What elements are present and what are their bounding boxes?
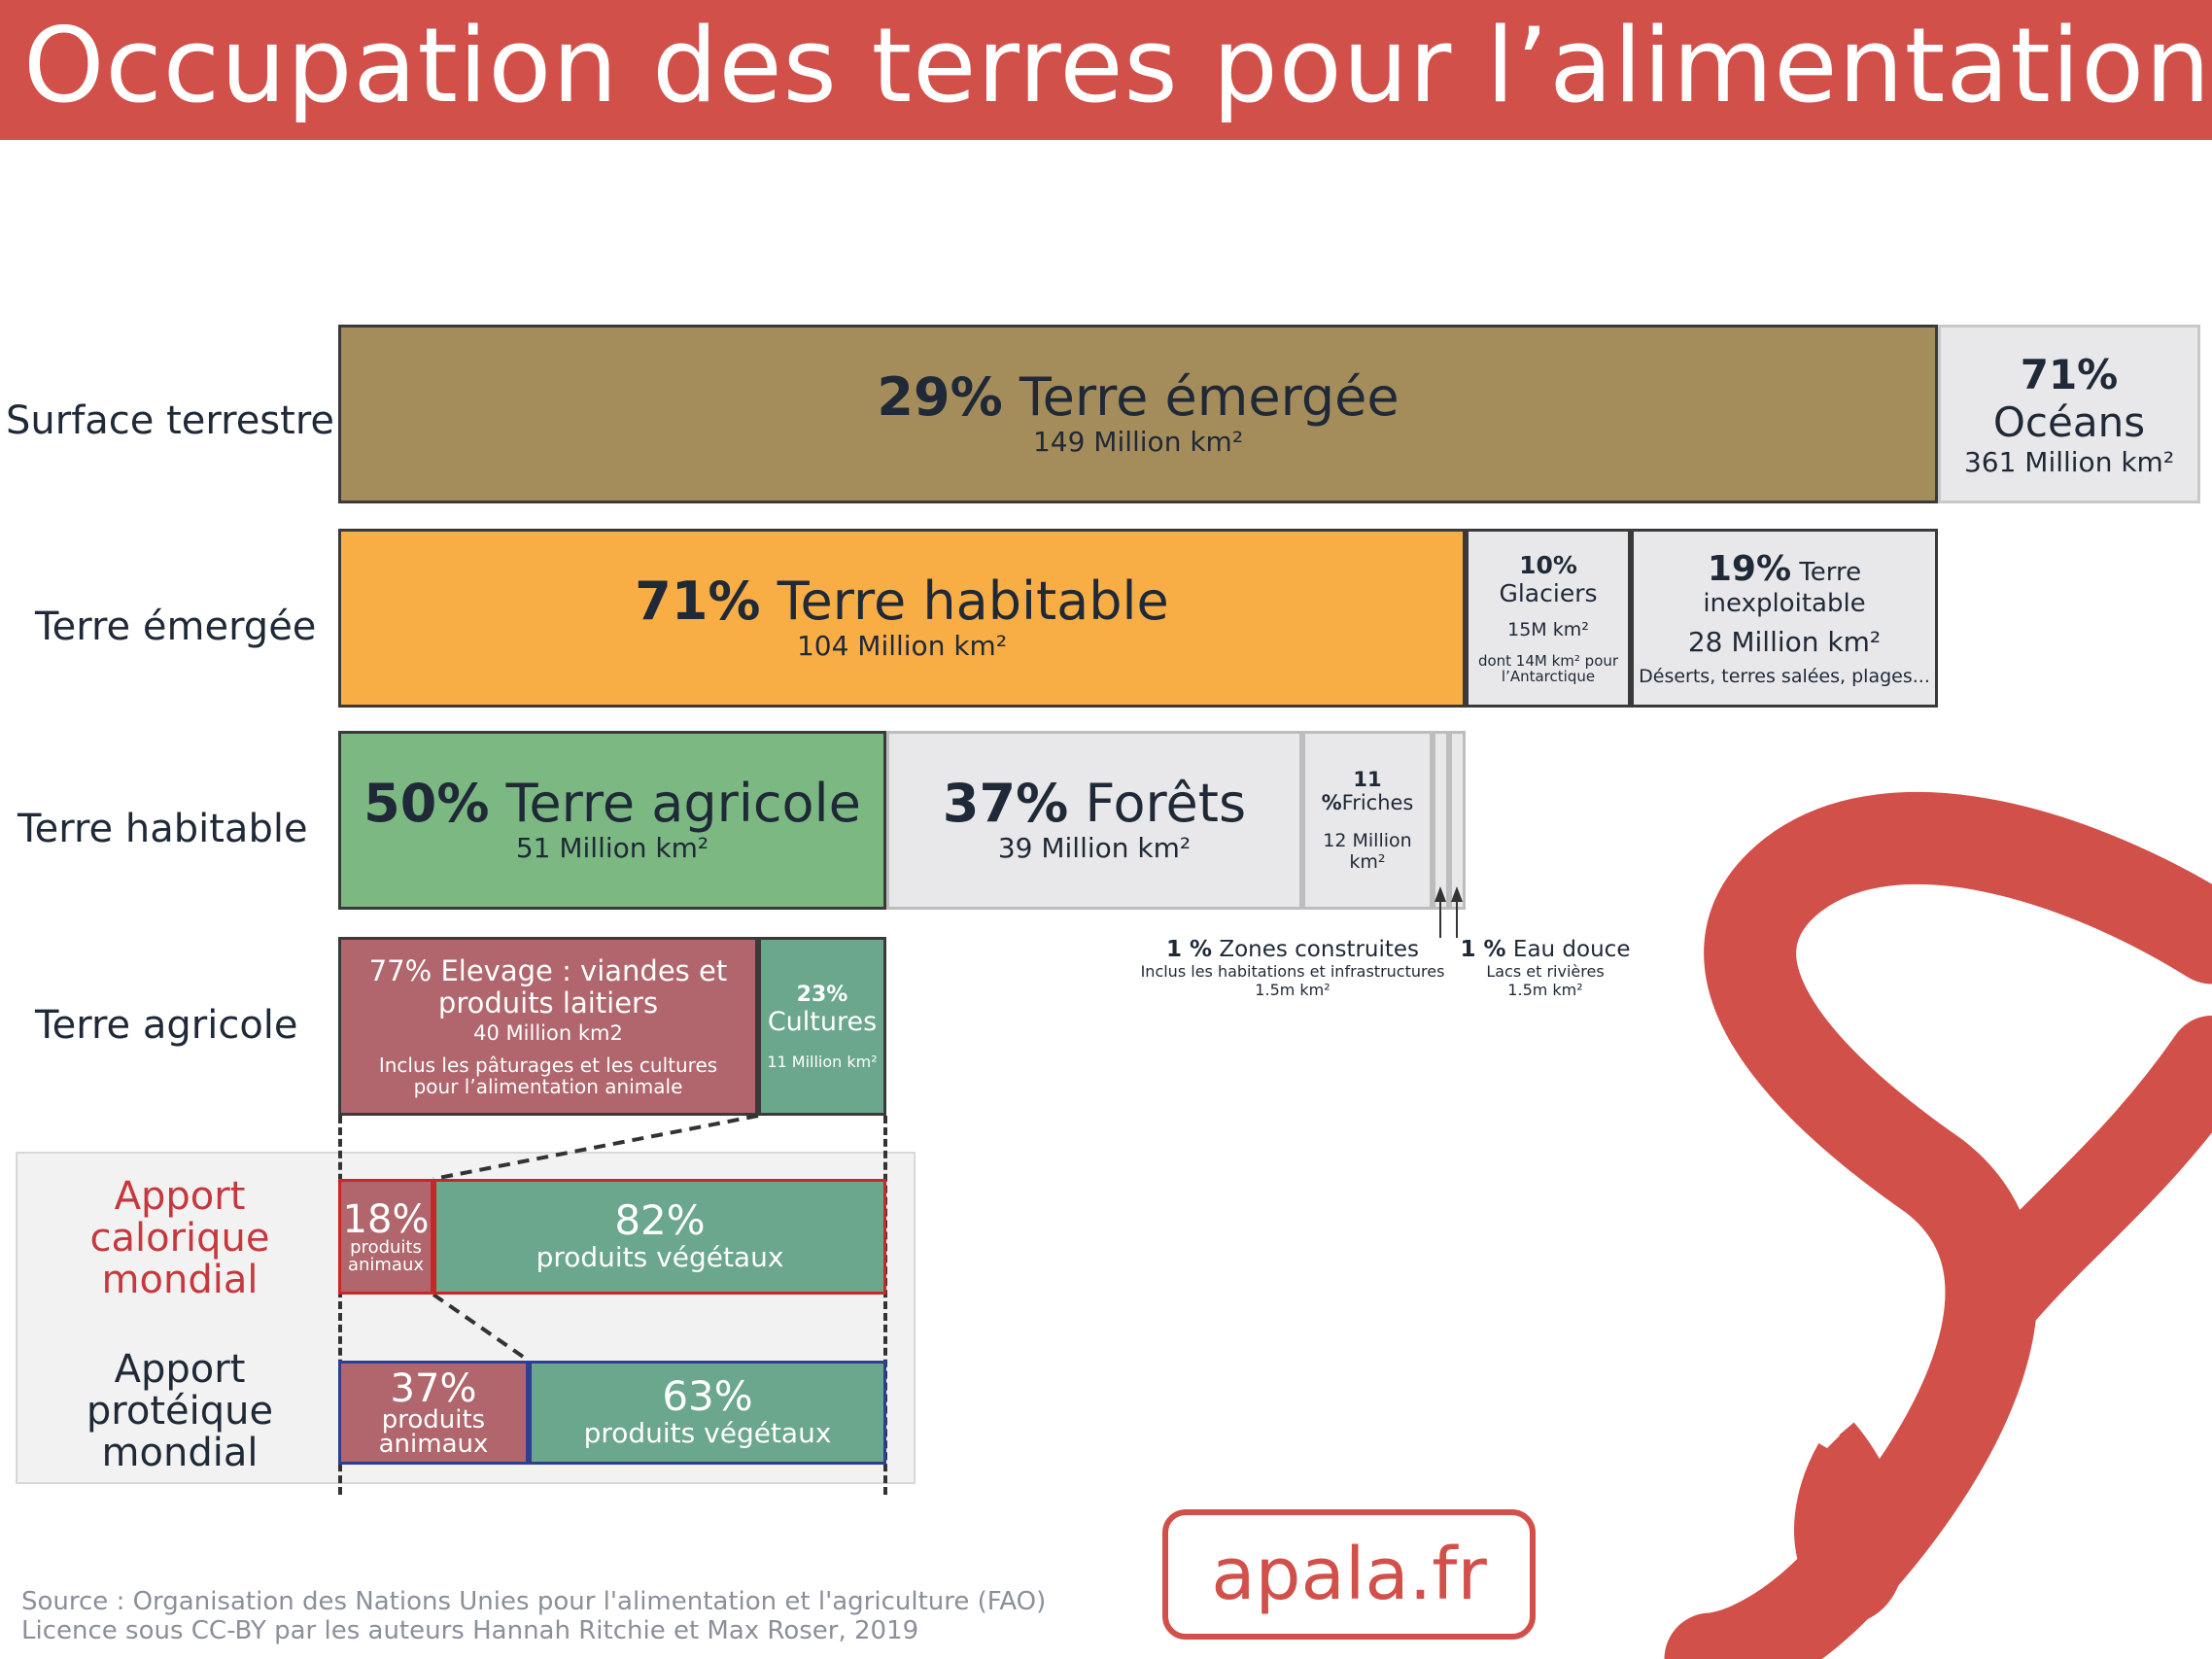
name-calorique-animaux: produits animaux xyxy=(347,1237,425,1275)
pct-eau-douce: 1 % xyxy=(1460,937,1506,962)
name-cultures: Cultures xyxy=(767,1006,878,1037)
name-terre-agricole: Terre agricole xyxy=(505,773,861,835)
bar-cultures: 23% Cultures 11 Million km² xyxy=(758,937,886,1116)
area-terre-habitable: 104 Million km² xyxy=(796,629,1008,662)
pct-oceans: 71% xyxy=(2020,350,2119,398)
area-friches: 12 Million km² xyxy=(1323,830,1412,873)
pct-friches: 11 % xyxy=(1321,768,1382,814)
pct-terre-habitable: 71% xyxy=(635,570,761,633)
arrowhead-eau-douce xyxy=(1451,886,1463,902)
bar-terre-habitable: 71% Terre habitable 104 Million km² xyxy=(338,529,1466,708)
bar-forets: 37% Forêts 39 Million km² xyxy=(886,731,1302,910)
pct-terre-emergee: 29% xyxy=(877,366,1003,429)
note-zones-construites: Inclus les habitations et infrastructure… xyxy=(1140,962,1445,981)
name-calorique-vegetaux: produits végétaux xyxy=(536,1241,784,1273)
name-terre-inexploitable: Terre inexploitable xyxy=(1703,558,1866,618)
row-label-emergee: Terre émergée xyxy=(35,605,317,649)
name-proteique-animaux: produits animaux xyxy=(378,1404,489,1459)
arrowhead-zones-construites xyxy=(1434,886,1446,902)
pct-forets: 37% xyxy=(942,773,1069,835)
name-forets: Forêts xyxy=(1085,773,1247,835)
area-oceans: 361 Million km² xyxy=(1963,445,2175,478)
bar-calorique-animaux: 18% produits animaux xyxy=(338,1179,433,1295)
name-proteique-vegetaux: produits végétaux xyxy=(583,1417,832,1449)
pct-proteique-vegetaux: 63% xyxy=(662,1372,753,1420)
name-friches: Friches xyxy=(1341,791,1414,814)
pct-zones-construites: 1 % xyxy=(1165,937,1212,962)
licence-text: Licence sous CC-BY par les auteurs Hanna… xyxy=(21,1615,919,1645)
area-cultures: 11 Million km² xyxy=(767,1052,878,1071)
bar-elevage: 77% Elevage : viandes et produits laitie… xyxy=(338,937,758,1116)
label-zones-construites: 1 % Zones construites Inclus les habitat… xyxy=(1127,937,1458,999)
area-terre-agricole: 51 Million km² xyxy=(515,831,709,864)
note-terre-inexploitable: Déserts, terres salées, plages... xyxy=(1639,666,1930,687)
name-zones-construites: Zones construites xyxy=(1219,937,1420,962)
row-label-surface: Surface terrestre xyxy=(6,398,335,443)
title-bar xyxy=(0,0,2212,140)
area-zones-construites: 1.5m km² xyxy=(1255,981,1331,999)
bar-terre-agricole: 50% Terre agricole 51 Million km² xyxy=(338,731,886,910)
pct-glaciers: 10% xyxy=(1519,551,1577,580)
bar-proteique-animaux: 37% produits animaux xyxy=(338,1361,529,1465)
area-forets: 39 Million km² xyxy=(997,831,1192,864)
name-oceans: Océans xyxy=(1992,397,2146,446)
note-elevage: Inclus les pâturages et les cultures pou… xyxy=(378,1054,718,1099)
logo-text: apala.fr xyxy=(1211,1533,1487,1616)
pct-terre-agricole: 50% xyxy=(363,773,490,835)
note-glaciers: dont 14M km² pour l’Antarctique xyxy=(1477,652,1619,685)
label-eau-douce: 1 % Eau douce Lacs et rivières 1.5m km² xyxy=(1448,937,1642,999)
dash-left xyxy=(338,1116,342,1495)
name-terre-habitable: Terre habitable xyxy=(777,570,1169,633)
apala-logo[interactable]: apala.fr xyxy=(1162,1509,1536,1640)
bar-oceans: 71% Océans 361 Million km² xyxy=(1938,325,2200,503)
area-eau-douce: 1.5m km² xyxy=(1507,981,1583,999)
pct-cultures: 23% xyxy=(796,982,848,1007)
area-terre-inexploitable: 28 Million km² xyxy=(1687,626,1882,658)
bar-proteique-vegetaux: 63% produits végétaux xyxy=(529,1361,886,1465)
row-label-habitable: Terre habitable xyxy=(17,807,308,851)
row-label-proteique: Apport protéique mondial xyxy=(86,1347,274,1476)
bar-calorique-vegetaux: 82% produits végétaux xyxy=(433,1179,886,1295)
row-label-calorique: Apport calorique mondial xyxy=(89,1174,270,1303)
bar-glaciers: 10% Glaciers 15M km² dont 14M km² pour l… xyxy=(1466,529,1631,708)
area-glaciers: 15M km² xyxy=(1507,619,1589,641)
footer: Source : Organisation des Nations Unies … xyxy=(21,1587,1047,1646)
dash-right xyxy=(883,1116,887,1495)
title-elevage: 77% Elevage : viandes et produits laitie… xyxy=(368,953,728,1020)
pct-proteique-animaux: 37% xyxy=(390,1365,477,1411)
pct-calorique-vegetaux: 82% xyxy=(614,1196,706,1244)
note-eau-douce: Lacs et rivières xyxy=(1486,962,1605,981)
bar-friches: 11 %Friches 12 Million km² xyxy=(1302,731,1433,910)
name-glaciers: Glaciers xyxy=(1499,579,1598,608)
bar-terre-inexploitable: 19% Terre inexploitable 28 Million km² D… xyxy=(1631,529,1938,708)
row-label-agricole: Terre agricole xyxy=(35,1003,298,1048)
pct-terre-inexploitable: 19% xyxy=(1707,549,1792,589)
source-text: Source : Organisation des Nations Unies … xyxy=(21,1587,1047,1616)
bar-terre-emergee: 29% Terre émergée 149 Million km² xyxy=(338,325,1938,503)
page-title: Occupation des terres pour l’alimentatio… xyxy=(23,6,2212,125)
pct-calorique-animaux: 18% xyxy=(342,1197,430,1243)
area-terre-emergee: 149 Million km² xyxy=(1032,425,1244,458)
area-elevage: 40 Million km2 xyxy=(473,1021,623,1046)
name-terre-emergee: Terre émergée xyxy=(1019,366,1400,429)
name-eau-douce: Eau douce xyxy=(1512,937,1631,962)
